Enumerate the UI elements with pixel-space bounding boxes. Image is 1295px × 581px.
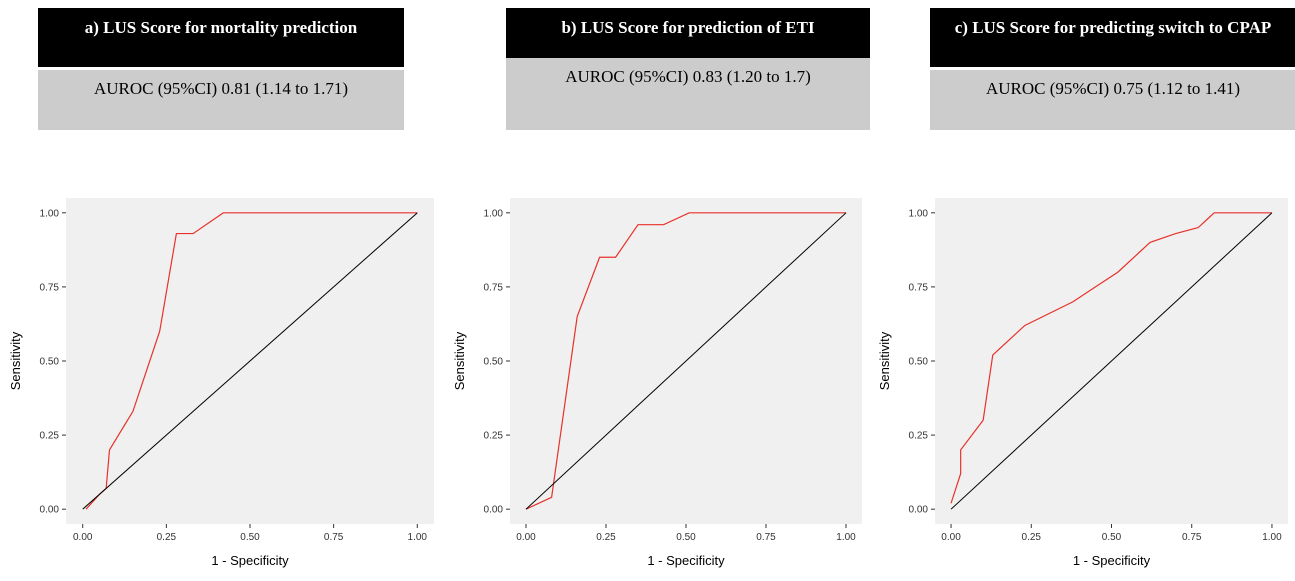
x-tick-label: 1.00: [408, 532, 428, 543]
y-tick-label: 0.00: [909, 505, 929, 516]
auroc-subtitle: AUROC (95%CI) 0.81 (1.14 to 1.71): [38, 70, 404, 130]
x-tick-label: 0.50: [1102, 532, 1122, 543]
reference-diagonal-line: [950, 212, 1273, 510]
y-tick-label: 0.25: [484, 431, 504, 442]
y-tick-label: 0.50: [909, 357, 929, 368]
y-tick-label: 0.25: [909, 431, 929, 442]
y-tick-label: 0.75: [909, 282, 929, 293]
reference-diagonal-line: [82, 212, 418, 510]
roc-curve-line: [525, 212, 846, 510]
chart-title: c) LUS Score for predicting switch to CP…: [930, 8, 1295, 67]
x-tick-label: 0.75: [1182, 532, 1202, 543]
roc-curve-line: [950, 212, 1272, 504]
x-tick-label: 0.50: [676, 532, 696, 543]
x-tick-label: 1.00: [836, 532, 856, 543]
y-tick-label: 0.50: [484, 357, 504, 368]
y-axis-title: Sensitivity: [452, 331, 467, 390]
chart-title: a) LUS Score for mortality prediction: [38, 8, 404, 67]
x-tick-label: 0.50: [240, 532, 260, 543]
y-tick-label: 0.00: [40, 505, 60, 516]
x-axis-title: 1 - Specificity: [211, 553, 289, 568]
x-tick-label: 0.75: [324, 532, 344, 543]
roc-chart-c: 0.00 0.25 0.50 0.75 1.00 0.00 0.25 0.50 0.75 1.00…: [877, 198, 1288, 568]
y-tick-label: 0.75: [40, 282, 60, 293]
x-tick-label: 0.25: [1022, 532, 1042, 543]
y-tick-label: 0.00: [484, 505, 504, 516]
x-axis-title: 1 - Specificity: [647, 553, 725, 568]
x-tick-label: 0.75: [756, 532, 776, 543]
reference-diagonal-line: [525, 212, 847, 510]
auroc-subtitle: AUROC (95%CI) 0.83 (1.20 to 1.7): [506, 58, 870, 130]
chart-title: b) LUS Score for prediction of ETI: [506, 8, 870, 58]
y-axis-title: Sensitivity: [8, 331, 23, 390]
y-tick-label: 1.00: [909, 208, 929, 219]
x-tick-label: 0.25: [596, 532, 616, 543]
y-tick-label: 1.00: [40, 208, 60, 219]
y-tick-label: 1.00: [484, 208, 504, 219]
x-tick-label: 1.00: [1262, 532, 1282, 543]
y-tick-label: 0.25: [40, 431, 60, 442]
y-axis-title: Sensitivity: [877, 331, 892, 390]
x-tick-label: 0.00: [941, 532, 961, 543]
x-tick-label: 0.00: [516, 532, 536, 543]
y-tick-label: 0.75: [484, 282, 504, 293]
x-tick-label: 0.00: [73, 532, 93, 543]
y-tick-label: 0.50: [40, 357, 60, 368]
roc-chart-b: 0.00 0.25 0.50 0.75 1.00 0.00 0.25 0.50 0.75 1.00…: [452, 198, 862, 568]
auroc-subtitle: AUROC (95%CI) 0.75 (1.12 to 1.41): [930, 70, 1295, 130]
x-axis-title: 1 - Specificity: [1073, 553, 1151, 568]
x-tick-label: 0.25: [157, 532, 177, 543]
roc-chart-a: 0.00 0.25 0.50 0.75 1.00 0.00 0.25 0.50 0.75 1.00…: [8, 198, 434, 568]
